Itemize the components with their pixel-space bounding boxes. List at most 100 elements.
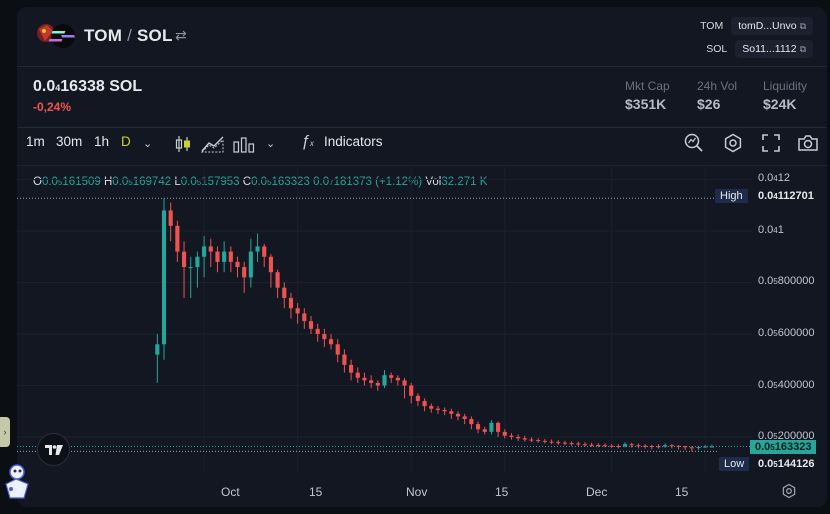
open-label: O	[33, 176, 42, 188]
candle-body	[155, 344, 160, 355]
candle-body	[422, 400, 427, 407]
low-marker-value: 0.05144126	[753, 457, 820, 471]
fullscreen-icon[interactable]	[762, 134, 780, 152]
area-chart-icon[interactable]	[201, 135, 225, 153]
stat-market-cap: Mkt Cap $351K	[625, 79, 670, 112]
candle-body	[469, 418, 474, 425]
swap-arrows-icon[interactable]: ⇄	[175, 27, 187, 43]
candle-body	[629, 444, 634, 446]
candle-body	[181, 251, 187, 268]
candle-body	[703, 446, 708, 448]
candle-body	[389, 375, 394, 378]
candle-body	[248, 251, 253, 278]
external-link-icon: ⧉	[799, 21, 806, 31]
interval-d[interactable]: D	[121, 134, 131, 149]
settings-icon[interactable]	[723, 133, 743, 153]
candle-body	[616, 446, 621, 448]
token-logo-icon	[37, 24, 76, 48]
candle-body	[649, 446, 654, 448]
candle-body	[696, 447, 701, 449]
candle-body	[222, 251, 227, 262]
candle-body	[375, 382, 380, 386]
magnifier-chart-icon[interactable]	[684, 133, 704, 153]
y-axis-label: 0.05600000	[758, 327, 815, 339]
candle-body	[362, 377, 367, 381]
candle-body	[435, 408, 441, 410]
tradingview-logo[interactable]	[37, 433, 70, 466]
indicators-button[interactable]: Indicators	[324, 134, 383, 149]
candle-body	[208, 246, 213, 252]
candle-body	[522, 438, 527, 440]
pair-header: TOM / SOL ⇄ TOM tomD...Unvo ⧉ SOL So11...11…	[17, 7, 827, 67]
candle-body	[235, 261, 240, 268]
candle-body	[268, 256, 273, 273]
candle-body	[395, 377, 400, 381]
candle-body	[669, 445, 674, 447]
candle-body	[529, 439, 534, 441]
chart-panel: TOM / SOL ⇄ TOM tomD...Unvo ⧉ SOL So11...11…	[17, 7, 827, 507]
candle-body	[636, 445, 641, 447]
candle-body	[562, 442, 567, 444]
chevron-down-icon[interactable]: ⌄	[266, 138, 276, 150]
candle-body	[709, 446, 714, 448]
bar-chart-icon[interactable]	[233, 136, 255, 153]
candle-body	[516, 437, 521, 439]
price-digits: 16338	[60, 78, 105, 95]
candle-body	[349, 364, 354, 373]
candle-body	[168, 210, 173, 226]
candle-body	[262, 246, 267, 257]
divider	[17, 165, 827, 166]
low-label: L	[174, 176, 181, 188]
axis-settings-icon[interactable]	[781, 483, 797, 499]
quote-address-link[interactable]: So11...1112 ⧉	[735, 40, 813, 58]
candle-body	[202, 246, 207, 257]
candlestick-icon[interactable]	[175, 135, 191, 153]
pair-separator: /	[127, 26, 132, 45]
candle-body	[536, 440, 541, 442]
y-axis-label: 0.0412	[758, 172, 790, 184]
candle-body	[449, 411, 454, 414]
candle-body	[442, 409, 447, 412]
candle-body	[335, 344, 340, 355]
interval-30m[interactable]: 30m	[56, 134, 83, 149]
current-price: 0.0416338 SOL	[33, 78, 142, 96]
high-label: H	[103, 176, 113, 188]
candle-body	[402, 380, 407, 386]
x-axis-label: Dec	[586, 485, 608, 499]
chevron-down-icon[interactable]: ⌄	[143, 138, 153, 150]
camera-icon[interactable]	[797, 134, 819, 152]
candle-body	[542, 440, 547, 442]
high-marker-label: High	[715, 189, 748, 203]
stat-label: Liquidity	[763, 79, 808, 93]
pair-quote: SOL	[137, 26, 173, 45]
candle-body	[683, 446, 688, 448]
candle-body	[295, 308, 300, 314]
price-unit: SOL	[109, 78, 143, 95]
candle-body	[489, 422, 494, 432]
candle-body	[475, 424, 481, 430]
price-change: -0,24%	[33, 100, 72, 114]
token-address-link[interactable]: tomD...Unvo ⧉	[731, 17, 813, 35]
stat-value: $351K	[625, 96, 667, 112]
candle-body	[556, 442, 561, 444]
stat-label: Mkt Cap	[625, 79, 670, 93]
pair-base: TOM	[84, 26, 123, 45]
candle-body	[676, 445, 681, 447]
candle-body	[195, 256, 200, 268]
interval-1m[interactable]: 1m	[26, 134, 45, 149]
candle-body	[315, 328, 320, 334]
address-text: So11...1112	[742, 43, 797, 55]
candle-body	[322, 334, 327, 340]
quote-address-row: SOL So11...1112 ⧉	[706, 40, 813, 58]
x-axis-label: Oct	[221, 485, 240, 499]
price-chart[interactable]	[17, 7, 827, 507]
interval-1h[interactable]: 1h	[94, 134, 110, 149]
candle-body	[589, 444, 594, 446]
side-panel-toggle[interactable]: ›	[0, 417, 10, 447]
divider	[17, 127, 827, 128]
y-axis-label: 0.05200000	[758, 430, 815, 442]
candle-body	[302, 313, 307, 322]
candle-body	[288, 297, 294, 309]
function-icon[interactable]: ƒx	[301, 133, 314, 150]
close-label: C	[242, 176, 252, 188]
